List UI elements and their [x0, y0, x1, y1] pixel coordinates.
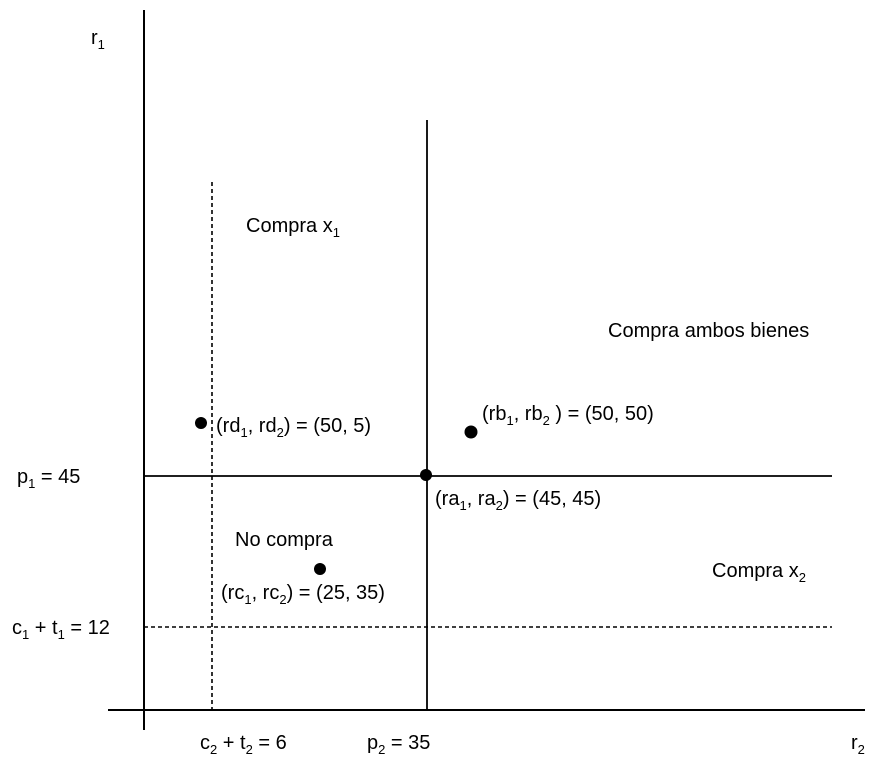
point-b: [464, 425, 478, 439]
region-buy-both-label: Compra ambos bienes: [608, 320, 809, 342]
region-no-buy-label: No compra: [235, 529, 334, 551]
x-axis-label: r2: [851, 732, 865, 757]
p2-label: p2 = 35: [367, 732, 430, 757]
point-c-label: (rc1, rc2) = (25, 35): [221, 582, 385, 607]
p1-label: p1 = 45: [17, 466, 80, 491]
point-d: [195, 417, 207, 429]
point-c: [314, 563, 326, 575]
point-b-label: (rb1, rb2 ) = (50, 50): [482, 403, 654, 428]
region-buy-x2-label: Compra x2: [712, 560, 806, 585]
point-d-label: (rd1, rd2) = (50, 5): [216, 415, 371, 440]
region-buy-x1-label: Compra x1: [246, 215, 340, 240]
point-a-label: (ra1, ra2) = (45, 45): [435, 488, 601, 513]
y-axis-label: r1: [91, 27, 105, 52]
c1t1-label: c1 + t1 = 12: [12, 617, 110, 642]
c2t2-label: c2 + t2 = 6: [200, 732, 287, 757]
point-a: [420, 469, 432, 481]
